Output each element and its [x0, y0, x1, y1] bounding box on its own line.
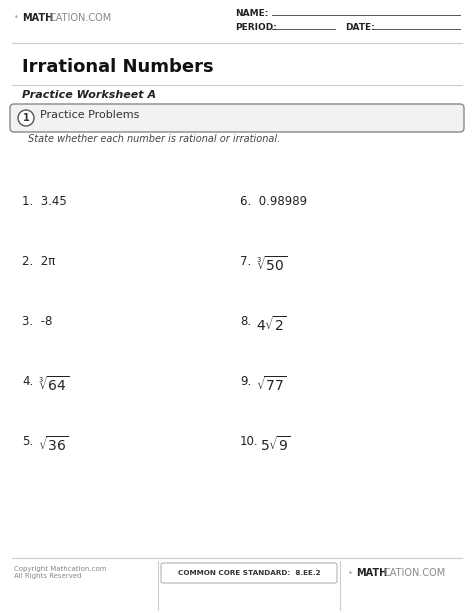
Text: $5\sqrt{9}$: $5\sqrt{9}$: [260, 435, 291, 454]
Text: DATE:: DATE:: [345, 23, 375, 31]
Text: 6.  0.98989: 6. 0.98989: [240, 195, 307, 208]
Text: 3.  -8: 3. -8: [22, 315, 52, 328]
FancyBboxPatch shape: [10, 104, 464, 132]
Text: 4.: 4.: [22, 375, 33, 388]
Text: 8.: 8.: [240, 315, 251, 328]
Text: $\sqrt{77}$: $\sqrt{77}$: [256, 375, 287, 394]
Text: Practice Worksheet A: Practice Worksheet A: [22, 90, 156, 100]
Text: 1.  3.45: 1. 3.45: [22, 195, 67, 208]
Text: MATH: MATH: [22, 13, 53, 23]
Text: 5.: 5.: [22, 435, 33, 448]
Text: 1: 1: [23, 113, 29, 123]
Text: •: •: [348, 568, 353, 577]
Text: State whether each number is rational or irrational.: State whether each number is rational or…: [28, 134, 280, 144]
Text: •: •: [14, 13, 19, 23]
Text: $\sqrt{36}$: $\sqrt{36}$: [38, 435, 69, 454]
Text: COMMON CORE STANDARD:  8.EE.2: COMMON CORE STANDARD: 8.EE.2: [178, 570, 320, 576]
Text: $4\sqrt{2}$: $4\sqrt{2}$: [256, 315, 287, 334]
Circle shape: [18, 110, 34, 126]
Text: CATION.COM: CATION.COM: [50, 13, 112, 23]
Text: NAME:: NAME:: [235, 9, 268, 18]
Text: CATION.COM: CATION.COM: [384, 568, 446, 578]
Text: $\sqrt[3]{64}$: $\sqrt[3]{64}$: [38, 375, 69, 394]
Text: Copyright Mathcation.com
All Rights Reserved: Copyright Mathcation.com All Rights Rese…: [14, 566, 107, 579]
Text: Practice Problems: Practice Problems: [40, 110, 139, 120]
Text: Irrational Numbers: Irrational Numbers: [22, 58, 214, 76]
Text: MATH: MATH: [356, 568, 387, 578]
Text: $\sqrt[3]{50}$: $\sqrt[3]{50}$: [256, 255, 287, 274]
Text: 7.: 7.: [240, 255, 251, 268]
Text: 9.: 9.: [240, 375, 251, 388]
Text: 2.  2π: 2. 2π: [22, 255, 55, 268]
FancyBboxPatch shape: [161, 563, 337, 583]
Text: PERIOD:: PERIOD:: [235, 23, 277, 31]
Text: 10.: 10.: [240, 435, 259, 448]
